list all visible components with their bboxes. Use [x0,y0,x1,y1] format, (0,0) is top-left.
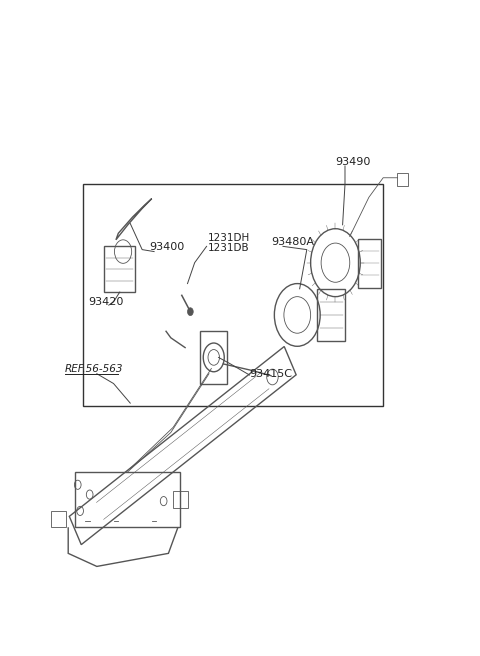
Bar [317,289,345,341]
Bar [104,247,135,292]
Text: REF.56-563: REF.56-563 [65,364,123,374]
Text: 1231DB: 1231DB [208,243,250,253]
Bar [359,239,381,287]
Bar [200,331,227,384]
Bar [83,184,383,406]
Text: 93420: 93420 [89,297,124,307]
Text: 1231DH: 1231DH [208,233,250,243]
Bar [75,472,180,527]
Text: 93400: 93400 [149,241,185,252]
Bar [397,173,408,186]
Text: 93490: 93490 [336,157,371,167]
Circle shape [188,308,193,316]
Text: 93480A: 93480A [271,237,314,247]
Text: 93415C: 93415C [250,369,292,379]
